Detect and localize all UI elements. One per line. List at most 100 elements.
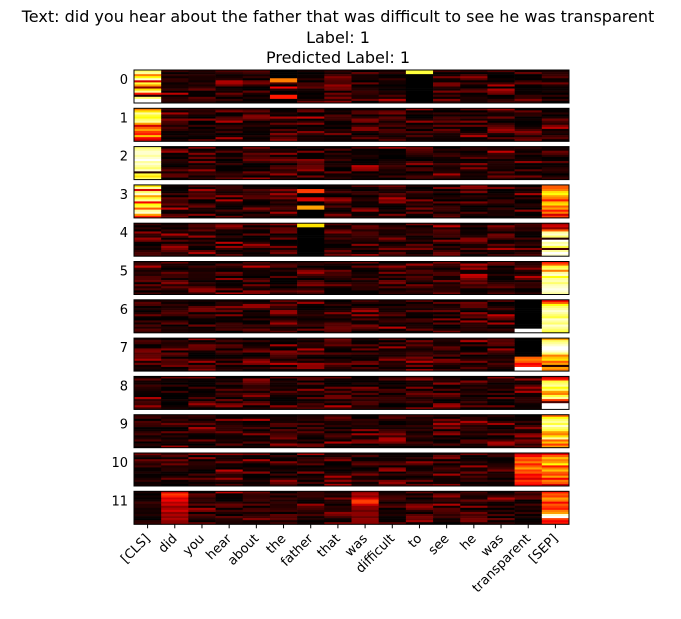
- heatmap-cell: [541, 271, 570, 275]
- heatmap-cell: [433, 231, 461, 234]
- heatmap-cell: [188, 271, 216, 275]
- heatmap-cell: [405, 184, 434, 188]
- heatmap-cell: [188, 135, 216, 138]
- heatmap-cell: [134, 497, 162, 500]
- heatmap-cell: [297, 340, 325, 343]
- heatmap-cell: [269, 282, 298, 285]
- heatmap-cell: [161, 247, 189, 251]
- heatmap-cell: [324, 495, 352, 498]
- heatmap-cell: [433, 72, 461, 75]
- heatmap-cell: [215, 158, 244, 162]
- heatmap-cell: [161, 250, 189, 253]
- heatmap-cell: [188, 429, 216, 432]
- heatmap-cell: [433, 173, 461, 176]
- heatmap-cell: [188, 148, 216, 152]
- heatmap-cell: [161, 92, 189, 96]
- heatmap-cell: [269, 445, 298, 448]
- heatmap-cell: [134, 443, 162, 446]
- heatmap-cell: [405, 384, 434, 388]
- heatmap-cell: [541, 520, 570, 523]
- heatmap-cell: [188, 427, 216, 430]
- heatmap-cell: [514, 96, 543, 100]
- heatmap-cell: [433, 108, 461, 111]
- heatmap-cell: [378, 481, 407, 485]
- heatmap-cell: [433, 437, 461, 440]
- heatmap-cell: [487, 318, 515, 321]
- heatmap-cell: [297, 324, 325, 327]
- heatmap-cell: [460, 263, 488, 266]
- heatmap-cell: [541, 443, 570, 446]
- heatmap-cell: [269, 469, 298, 472]
- heatmap-cell: [378, 495, 407, 498]
- heatmap-cell: [215, 418, 244, 422]
- heatmap-cell: [324, 90, 352, 93]
- heatmap-cell: [188, 405, 216, 408]
- heatmap-cell: [297, 405, 325, 408]
- heatmap-cell: [351, 420, 379, 424]
- heatmap-cell: [215, 366, 244, 370]
- heatmap-cell: [514, 463, 543, 466]
- heatmap-cell: [460, 203, 488, 206]
- heatmap-cell: [297, 322, 325, 325]
- heatmap-cell: [541, 382, 570, 385]
- heatmap-cell: [188, 173, 216, 176]
- heatmap-cell: [405, 197, 434, 200]
- heatmap-cell: [297, 118, 325, 121]
- heatmap-cell: [297, 154, 325, 158]
- heatmap-cell: [134, 169, 162, 172]
- heatmap-panel-1: [133, 107, 570, 142]
- heatmap-cell: [514, 431, 543, 434]
- heatmap-cell: [324, 96, 352, 100]
- heatmap-cell: [433, 229, 461, 232]
- heatmap-cell: [161, 405, 189, 408]
- heatmap-cell: [297, 169, 325, 172]
- heatmap-cell: [433, 483, 461, 487]
- heatmap-cell: [242, 184, 271, 188]
- heatmap-cell: [324, 205, 352, 208]
- heatmap-cell: [269, 467, 298, 470]
- heatmap-cell: [541, 420, 570, 424]
- heatmap-cell: [405, 364, 434, 368]
- heatmap-cell: [541, 348, 570, 351]
- heatmap-cell: [351, 310, 379, 313]
- heatmap-cell: [541, 344, 570, 347]
- heatmap-cell: [242, 175, 271, 178]
- heatmap-cell: [324, 92, 352, 96]
- heatmap-cell: [242, 205, 271, 208]
- heatmap-cell: [351, 126, 379, 130]
- heatmap-cell: [297, 401, 325, 404]
- heatmap-cell: [487, 503, 515, 507]
- heatmap-cell: [433, 247, 461, 251]
- heatmap-cell: [324, 108, 352, 111]
- heatmap-cell: [134, 399, 162, 402]
- heatmap-cell: [487, 92, 515, 96]
- heatmap-cell: [405, 189, 434, 192]
- heatmap-cell: [433, 139, 461, 142]
- heatmap-cell: [269, 88, 298, 91]
- heatmap-cell: [324, 148, 352, 152]
- heatmap-cell: [161, 314, 189, 317]
- heatmap-cell: [460, 427, 488, 430]
- heatmap-cell: [405, 98, 434, 102]
- panel-label-2: 2: [120, 150, 128, 165]
- heatmap-cell: [487, 250, 515, 253]
- heatmap-cell: [433, 84, 461, 87]
- heatmap-cell: [378, 223, 407, 226]
- heatmap-cell: [297, 418, 325, 422]
- heatmap-cell: [351, 378, 379, 381]
- heatmap-cell: [215, 124, 244, 128]
- heatmap-cell: [405, 330, 434, 334]
- heatmap-cell: [161, 427, 189, 430]
- heatmap-cell: [134, 344, 162, 347]
- heatmap-cell: [215, 358, 244, 362]
- heatmap-cell: [378, 501, 407, 504]
- heatmap-cell: [541, 465, 570, 468]
- heatmap-cell: [351, 427, 379, 430]
- heatmap-cell: [269, 386, 298, 390]
- heatmap-cell: [161, 171, 189, 174]
- heatmap-cell: [514, 195, 543, 198]
- heatmap-cell: [541, 205, 570, 208]
- heatmap-cell: [351, 227, 379, 230]
- heatmap-cell: [541, 203, 570, 206]
- heatmap-cell: [405, 338, 434, 341]
